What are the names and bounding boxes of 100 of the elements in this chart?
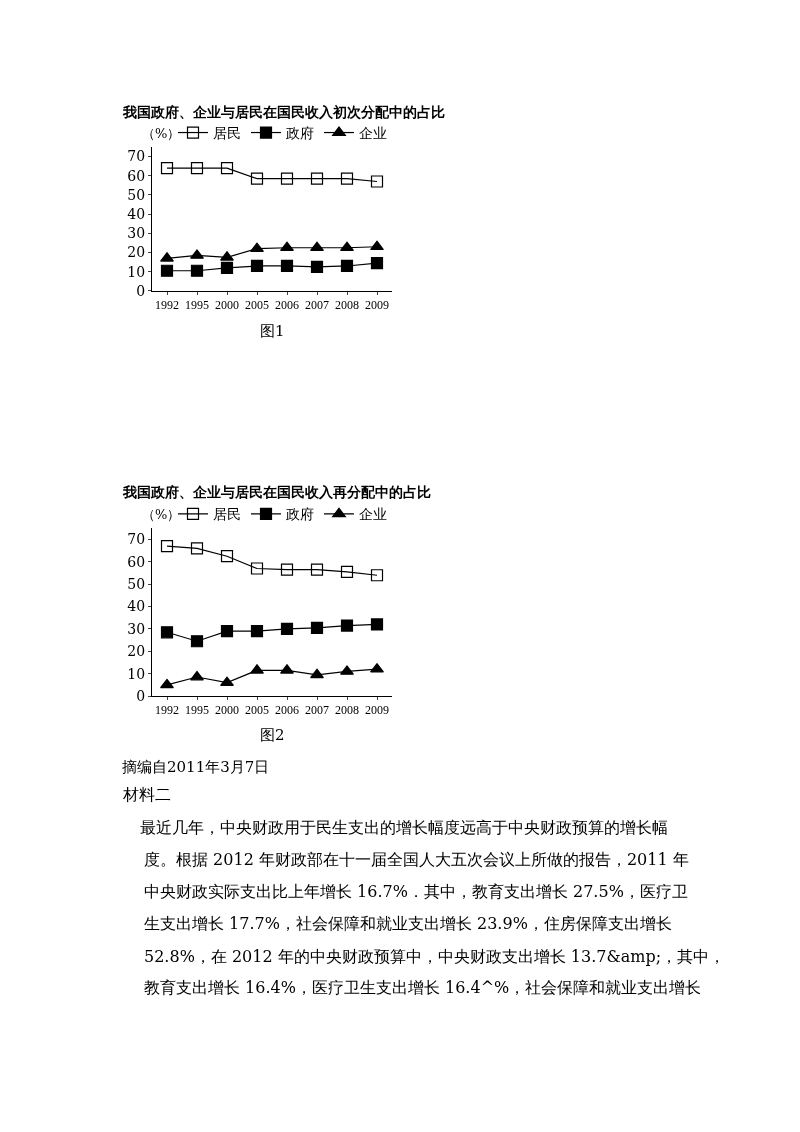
point <box>160 678 174 689</box>
point <box>340 619 354 632</box>
point <box>310 563 324 576</box>
point <box>160 264 174 277</box>
y-tick-label: 0 <box>136 282 146 299</box>
point <box>340 665 354 675</box>
point <box>190 542 204 555</box>
legend-label: 政府 <box>286 125 314 141</box>
legend-label: 政府 <box>286 506 314 523</box>
point <box>250 259 264 273</box>
point <box>280 241 294 252</box>
point <box>250 562 264 575</box>
point <box>220 261 234 274</box>
point <box>220 676 234 686</box>
point <box>310 668 324 679</box>
caption: 图1 <box>260 322 285 340</box>
point <box>370 663 384 673</box>
point <box>340 172 354 185</box>
point <box>190 161 204 175</box>
y-tick-label: 50 <box>127 186 146 203</box>
point <box>340 565 354 578</box>
point <box>310 241 324 252</box>
point <box>280 259 294 273</box>
point <box>280 172 294 185</box>
y-tick-label: 40 <box>127 598 146 615</box>
point <box>220 550 234 563</box>
point <box>160 252 174 262</box>
text: 材料二 <box>122 785 171 804</box>
point <box>160 540 174 553</box>
x-tick-label: 2000 <box>215 298 239 313</box>
chart-title: 我国政府、企业与居民在国民收入初次分配中的占比 <box>122 104 445 120</box>
x-tick-label: 2008 <box>335 298 359 313</box>
legend-label: 企业 <box>359 506 387 523</box>
point <box>220 625 234 638</box>
x-tick-label: 1992 <box>155 298 179 313</box>
point <box>190 264 204 277</box>
point <box>250 242 264 253</box>
caption: 图2 <box>260 726 285 744</box>
text: 52.8%，在 2012 年的中央财政预算中，中央财政支出增长 13.7&amp;，其中， <box>144 947 726 966</box>
x-tick-label: 2007 <box>305 298 329 313</box>
text: 最近几年，中央财政用于民生支出的增长幅度远高于中央财政预算的增长幅 <box>140 818 668 837</box>
y-tick-label: 60 <box>127 167 146 184</box>
legend-label: 企业 <box>359 125 387 141</box>
point <box>370 256 384 270</box>
point <box>370 175 384 188</box>
y-axis-title: （%） <box>142 507 181 522</box>
x-tick-label: 2005 <box>245 703 269 718</box>
point <box>250 664 264 674</box>
x-tick-label: 2000 <box>215 703 239 718</box>
legend-label: 居民 <box>213 125 241 141</box>
y-tick-label: 10 <box>127 665 146 682</box>
point <box>370 240 384 251</box>
y-tick-label: 20 <box>127 244 146 261</box>
point <box>310 260 324 274</box>
y-tick-label: 30 <box>127 620 146 637</box>
point <box>370 569 384 582</box>
point <box>310 172 324 185</box>
x-tick-label: 2009 <box>365 703 389 718</box>
point <box>160 626 174 639</box>
y-tick-label: 10 <box>127 263 146 280</box>
point <box>280 622 294 636</box>
x-tick-label: 1995 <box>185 298 209 313</box>
point <box>190 670 204 681</box>
y-tick-label: 0 <box>136 687 146 704</box>
y-tick-label: 50 <box>127 576 146 593</box>
y-tick-label: 20 <box>127 643 146 660</box>
y-tick-label: 30 <box>127 225 146 242</box>
point <box>340 241 354 252</box>
point <box>220 251 234 261</box>
point <box>190 635 204 648</box>
x-tick-label: 2006 <box>275 298 299 313</box>
x-tick-label: 2005 <box>245 298 269 313</box>
x-tick-label: 2009 <box>365 298 389 313</box>
y-tick-label: 40 <box>127 206 146 223</box>
legend-label: 居民 <box>213 506 241 523</box>
point <box>190 249 204 259</box>
chart-title: 我国政府、企业与居民在国民收入再分配中的占比 <box>122 484 431 500</box>
text: 中央财政实际支出比上年增长 16.7%．其中，教育支出增长 27.5%，医疗卫 <box>144 882 688 901</box>
text: 度。根据 2012 年财政部在十一届全国人大五次会议上所做的报告，2011 年 <box>144 850 689 869</box>
y-axis-title: （%） <box>142 126 181 141</box>
point <box>370 618 384 631</box>
x-tick-label: 1992 <box>155 703 179 718</box>
text: 教育支出增长 16.4%，医疗卫生支出增长 16.4^%，社会保障和就业支出增长 <box>144 978 702 997</box>
y-tick-label: 70 <box>127 148 146 165</box>
text: 摘编自2011年3月7日 <box>122 758 270 776</box>
text: 生支出增长 17.7%，社会保障和就业支出增长 23.9%，住房保障支出增长 <box>144 914 672 933</box>
point <box>310 621 324 634</box>
point <box>220 161 234 175</box>
point <box>340 259 354 273</box>
x-tick-label: 2007 <box>305 703 329 718</box>
y-tick-label: 60 <box>127 553 146 570</box>
y-tick-label: 70 <box>127 531 146 548</box>
x-tick-label: 2008 <box>335 703 359 718</box>
point <box>280 563 294 576</box>
point <box>250 172 264 185</box>
x-tick-label: 1995 <box>185 703 209 718</box>
point <box>160 161 174 175</box>
x-tick-label: 2006 <box>275 703 299 718</box>
point <box>250 625 264 638</box>
point <box>280 664 294 674</box>
